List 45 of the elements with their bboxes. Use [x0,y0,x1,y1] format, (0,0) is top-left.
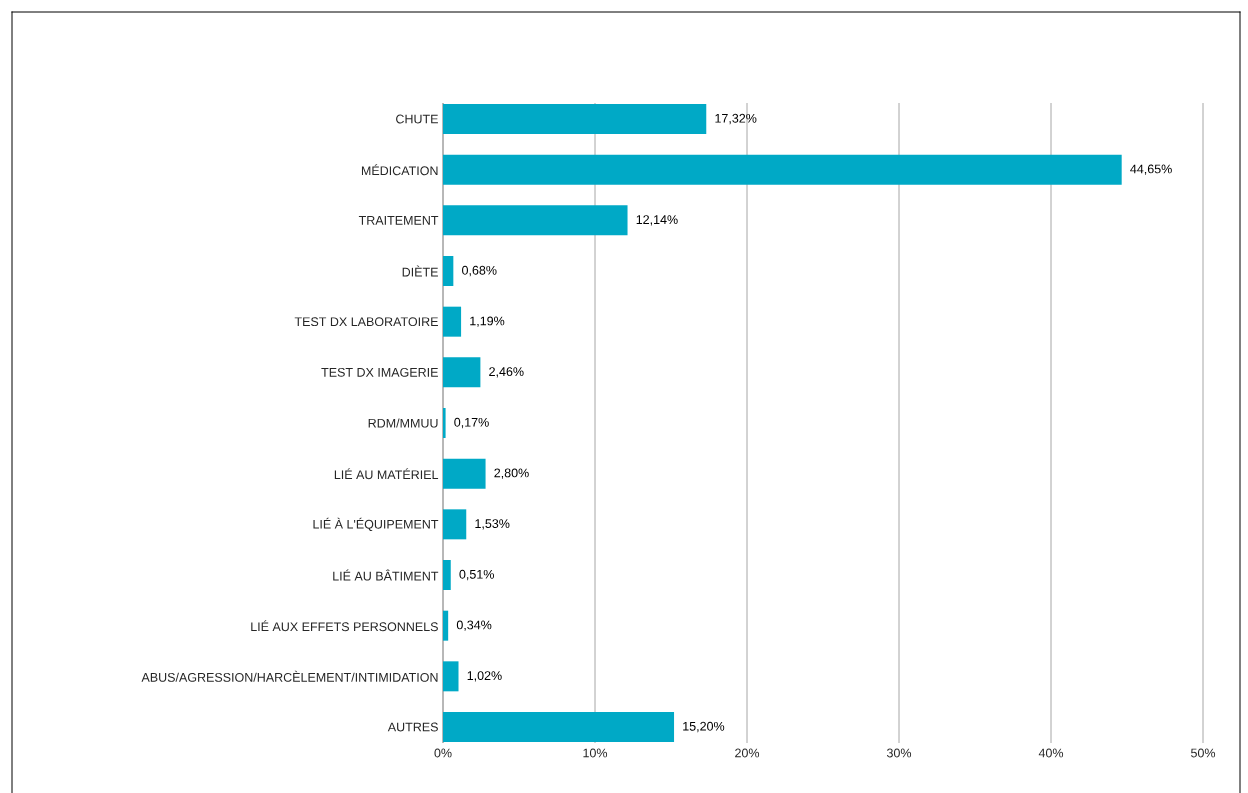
y-tick-label: LIÉ AUX EFFETS PERSONNELS [251,620,438,632]
bar [443,408,446,438]
data-label: 0,17% [454,417,489,429]
y-tick-label: CHUTE [396,114,438,124]
bar [443,712,675,742]
data-label: 0,68% [462,265,497,277]
bar [443,610,449,641]
data-label: 12,14% [636,215,678,226]
y-tick-label: LIÉ AU MATÉRIEL [334,468,439,480]
y-tick-label: AUTRES [387,722,438,732]
bar [443,256,454,287]
y-tick-label: RDM/MMUU [368,418,438,428]
y-tick-label: TEST DX LABORATOIRE [294,317,438,327]
bar [443,357,481,388]
y-tick-label: TRAITEMENT [358,216,439,225]
data-label: 15,20% [683,721,725,733]
x-tick-label: 10% [583,748,608,758]
bar [443,560,451,590]
x-tick-label: 30% [886,748,912,758]
data-label: 1,02% [467,671,502,682]
bar [443,154,1122,185]
bar [443,661,459,692]
x-tick-label: 40% [1038,748,1064,758]
bar [443,205,628,236]
x-tick-label: 50% [1191,748,1216,758]
y-tick-label: TEST DX IMAGERIE [321,367,438,377]
y-tick-label: DIÈTE [402,265,438,277]
y-tick-label: MÉDICATION [361,164,438,176]
x-tick-label: 0% [434,748,452,758]
data-label: 0,34% [456,620,492,631]
data-label: 1,19% [470,316,505,327]
data-label: 17,32% [715,113,757,125]
bar [443,458,486,489]
y-tick-label: ABUS/AGRESSION/HARCÈLEMENT/INTIMIDATION [141,670,438,682]
bar [443,509,467,540]
y-tick-label: LIÉ AU BÂTIMENT [333,569,439,581]
data-label: 2,80% [494,468,529,479]
bar [443,104,707,135]
y-tick-label: LIÉ À L'ÉQUIPEMENT [313,517,439,531]
data-label: 1,53% [475,519,510,530]
x-tick-label: 20% [735,748,760,758]
bar [443,306,462,337]
data-label: 0,51% [459,569,494,581]
data-label: 2,46% [489,367,524,378]
data-label: 44,65% [1130,164,1172,175]
